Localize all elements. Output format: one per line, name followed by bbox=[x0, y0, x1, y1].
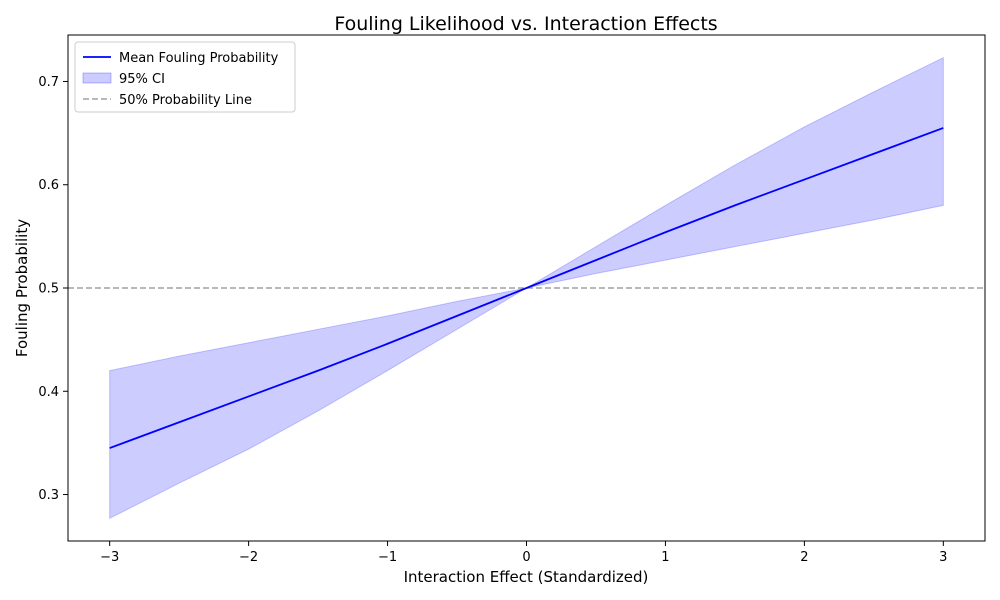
x-axis-label: Interaction Effect (Standardized) bbox=[404, 568, 649, 586]
legend-label-threshold: 50% Probability Line bbox=[119, 93, 252, 108]
plot-area bbox=[68, 56, 985, 520]
legend: Mean Fouling Probability 95% CI 50% Prob… bbox=[74, 41, 296, 113]
x-tick-label: −1 bbox=[378, 550, 397, 565]
legend-frame bbox=[74, 41, 296, 113]
legend-label-mean: Mean Fouling Probability bbox=[119, 51, 279, 66]
y-tick-label: 0.5 bbox=[38, 282, 59, 297]
y-tick-label: 0.6 bbox=[38, 178, 59, 193]
chart-title: Fouling Likelihood vs. Interaction Effec… bbox=[334, 13, 717, 35]
y-tick-label: 0.7 bbox=[38, 75, 59, 90]
legend-swatch-ci bbox=[82, 72, 112, 84]
x-axis: −3 −2 −1 0 1 2 3 bbox=[100, 541, 947, 565]
x-tick-label: 2 bbox=[800, 550, 808, 565]
x-tick-label: 0 bbox=[522, 550, 530, 565]
x-tick-label: −2 bbox=[239, 550, 258, 565]
y-axis-label: Fouling Probability bbox=[13, 219, 31, 357]
x-tick-label: 3 bbox=[939, 550, 947, 565]
y-axis: 0.3 0.4 0.5 0.6 0.7 bbox=[38, 75, 68, 503]
x-tick-label: 1 bbox=[661, 550, 669, 565]
y-tick-label: 0.4 bbox=[38, 385, 59, 400]
x-tick-label: −3 bbox=[100, 550, 119, 565]
legend-label-ci: 95% CI bbox=[119, 72, 165, 87]
y-tick-label: 0.3 bbox=[38, 488, 59, 503]
mean-line bbox=[109, 127, 944, 449]
